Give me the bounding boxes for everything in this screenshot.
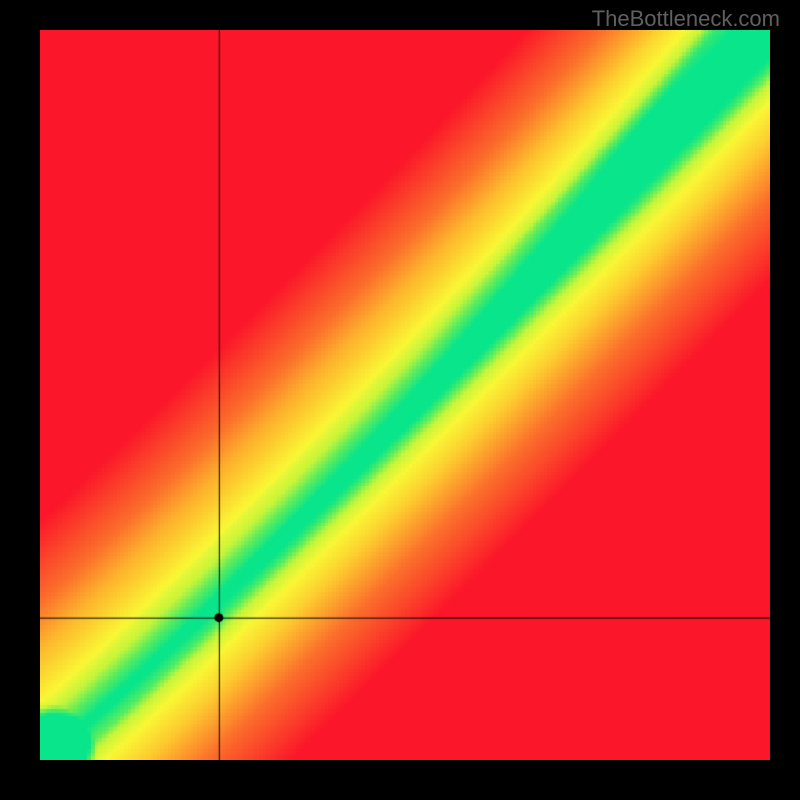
plot-area (40, 30, 770, 760)
chart-container: TheBottleneck.com (0, 0, 800, 800)
crosshair-overlay (40, 30, 770, 760)
watermark-text: TheBottleneck.com (592, 6, 780, 32)
